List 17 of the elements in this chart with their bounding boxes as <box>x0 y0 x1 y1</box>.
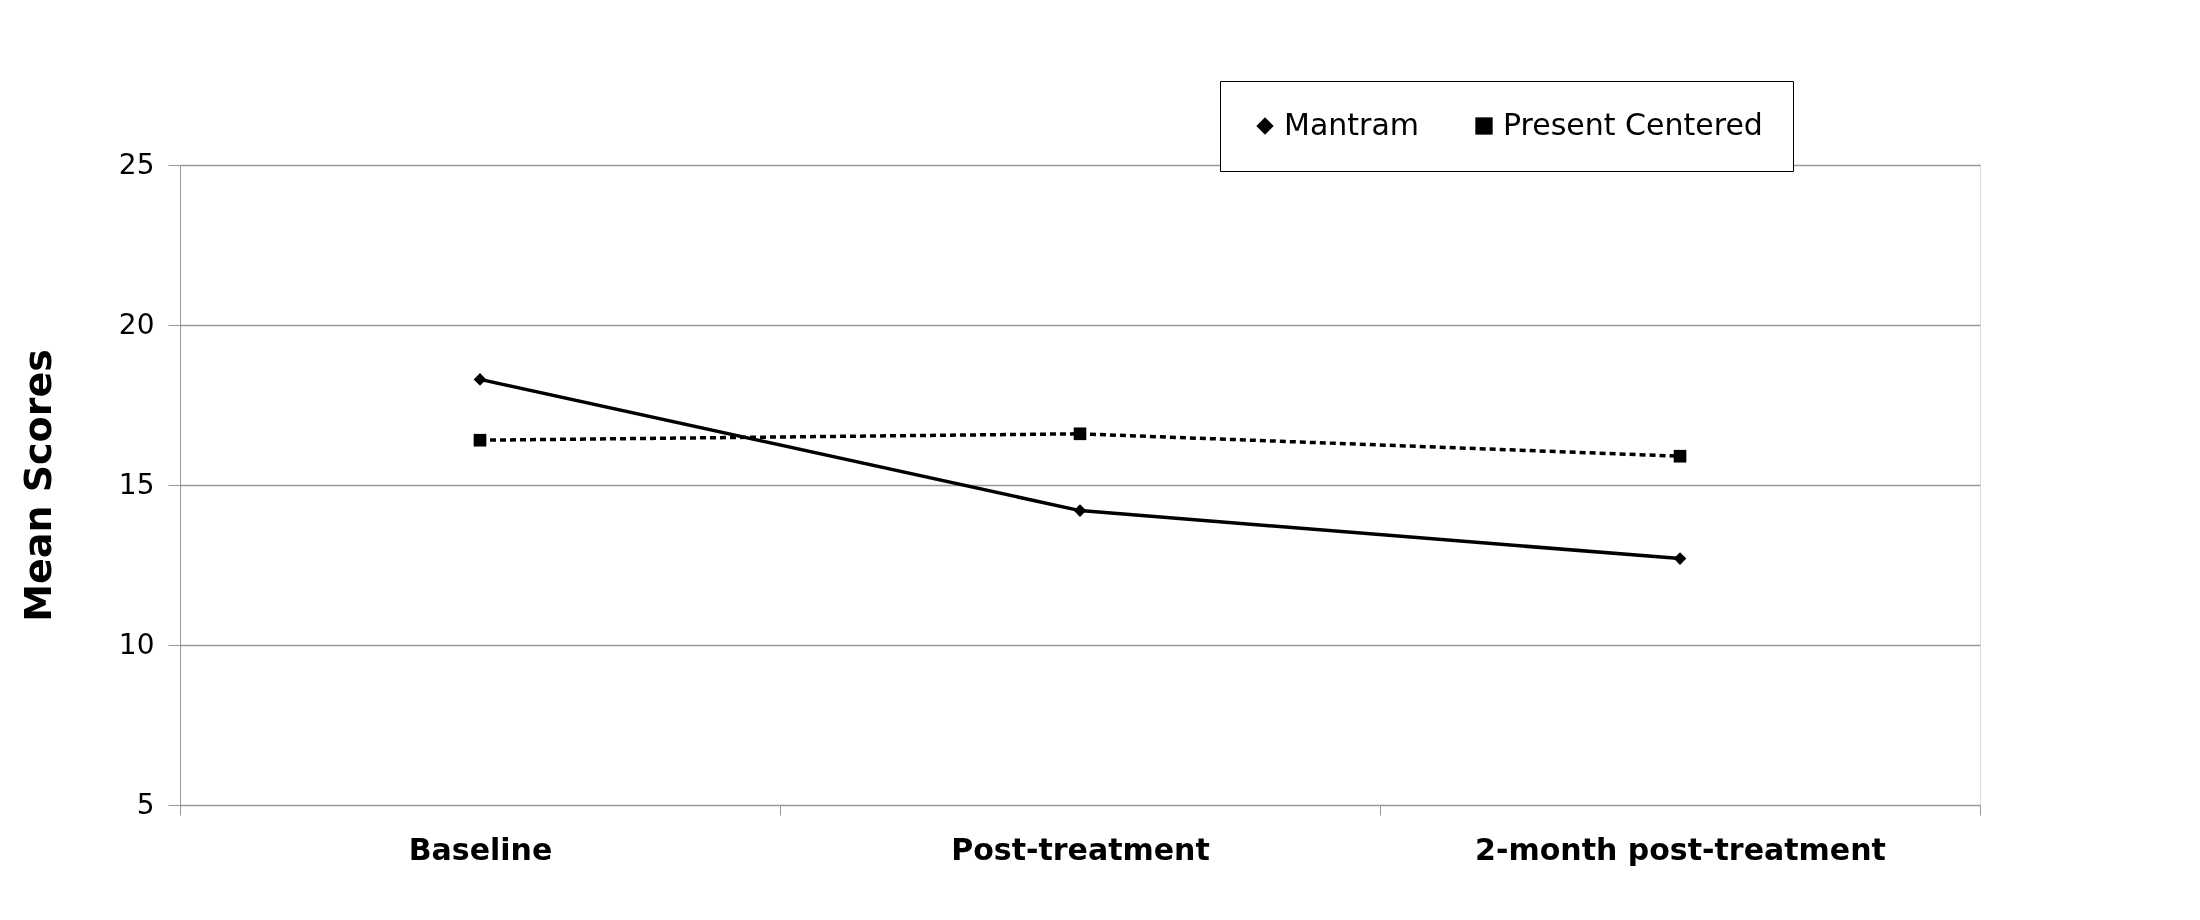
x-tick-label: Post-treatment <box>951 831 1210 867</box>
y-tick-label: 20 <box>118 307 155 341</box>
point <box>1673 449 1687 463</box>
legend-label: Present Centered <box>1503 107 1763 142</box>
y-tick-label: 25 <box>118 147 155 181</box>
point <box>1673 552 1687 565</box>
point <box>473 373 487 386</box>
y-tick-label: 15 <box>118 467 155 501</box>
point <box>1073 504 1087 517</box>
x-tick-label: 2-month post-treatment <box>1475 831 1886 867</box>
y-tick-label: 10 <box>118 627 155 661</box>
x-tick-label: Baseline <box>408 831 553 867</box>
point <box>473 433 487 447</box>
point <box>1073 427 1087 441</box>
legend-label: Mantram <box>1284 107 1419 142</box>
y-axis-title: Mean Scores <box>15 349 60 622</box>
y-tick-label: 5 <box>136 787 155 821</box>
